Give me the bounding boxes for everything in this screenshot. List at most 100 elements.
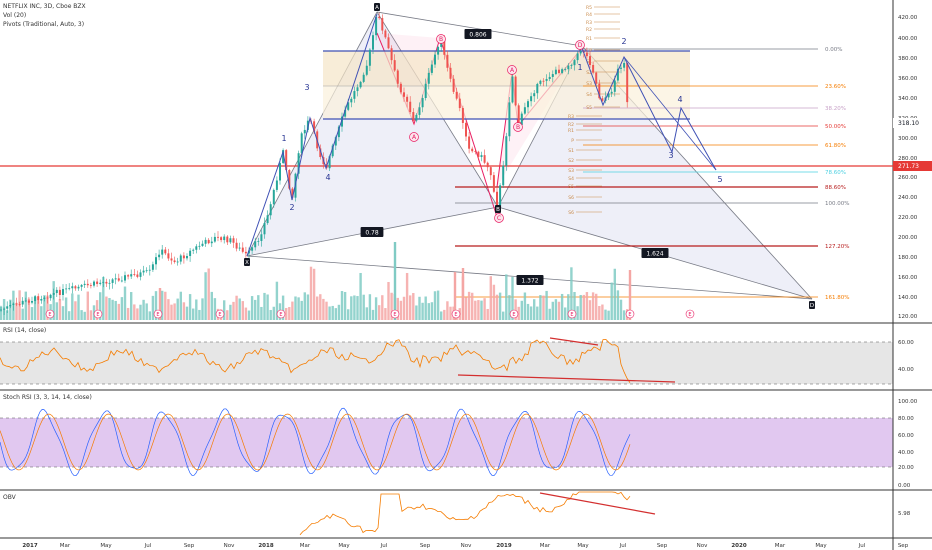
time-tick-3: Jul: [144, 543, 152, 549]
candle-body: [585, 52, 588, 57]
candle-body: [492, 175, 495, 192]
volume-bar: [359, 272, 362, 320]
volume-bar: [192, 308, 195, 320]
ratio-chip-1: 0.78: [365, 230, 379, 237]
pattern-point-10: B: [516, 124, 520, 131]
volume-bar: [102, 276, 105, 320]
candle-body: [285, 150, 288, 170]
candle-body: [179, 255, 182, 262]
harmonic-xab-fill: [247, 12, 498, 256]
pivot-label-7: S2: [586, 70, 592, 76]
candle-body: [6, 306, 9, 309]
volume-bar: [356, 296, 359, 320]
volume-bar: [424, 296, 427, 320]
candle-body: [505, 136, 508, 166]
candle-body: [210, 241, 213, 244]
candle-body: [195, 246, 198, 250]
fib-zone-upper: [323, 51, 690, 86]
volume-bar: [588, 300, 592, 320]
price-tick-8: 260.00: [898, 175, 918, 181]
candle-body: [592, 65, 595, 73]
fib-retracement[interactable]: 0.00% 23.60% 38.20% 50.00% 61.80% 78.60% 88.60…: [0, 47, 893, 301]
volume-bar: [77, 294, 80, 320]
volume-bar: [33, 297, 37, 320]
pattern-point-bg-2: [495, 205, 501, 213]
volume-bar: [247, 310, 251, 320]
candle-body: [613, 80, 616, 92]
wave-lines[interactable]: [246, 13, 717, 257]
candle-body: [269, 204, 272, 216]
volume-bar: [402, 296, 406, 320]
volume-bar: [281, 295, 285, 320]
pivot-label-2: R3: [586, 20, 592, 26]
volume-bar: [254, 299, 257, 320]
candle-body: [616, 68, 619, 81]
stoch-tick-0: 100.00: [898, 399, 918, 405]
wave-label-3: 4: [325, 173, 330, 182]
candle-body: [567, 65, 570, 70]
candle-body: [124, 275, 126, 281]
earnings-marker-8: E: [570, 312, 573, 318]
volume-bar: [306, 294, 310, 320]
candle-body: [266, 215, 269, 224]
candle-body: [344, 109, 347, 117]
price-tick-10: 220.00: [898, 215, 918, 221]
candle-body: [573, 60, 576, 66]
volume-bar: [591, 292, 595, 320]
volume-bar: [30, 307, 34, 320]
candle-body: [111, 279, 114, 283]
time-tick-2: May: [100, 543, 112, 549]
volume-bar: [505, 274, 508, 320]
earnings-marker-3: E: [218, 312, 221, 318]
candle-body: [105, 281, 108, 284]
volume-bar: [68, 311, 71, 320]
time-tick-21: Jul: [858, 543, 866, 549]
volume-bar: [533, 299, 536, 320]
time-tick-10: Sep: [420, 543, 431, 549]
candle-body: [502, 165, 505, 186]
volume-bar: [83, 311, 86, 320]
volume-bar: [616, 290, 620, 320]
volume-bar: [294, 296, 297, 320]
candle-body: [223, 236, 226, 241]
candle-body: [331, 145, 334, 157]
volume-bar: [139, 304, 142, 320]
candle-body: [514, 76, 517, 106]
volume-bar: [89, 310, 93, 320]
candle-body: [192, 249, 195, 251]
volume-bar: [582, 294, 585, 320]
pattern-point-circle-5: [409, 132, 419, 142]
volume-bar: [226, 310, 229, 320]
candle-body: [589, 56, 591, 66]
volume-bar: [421, 302, 424, 320]
volume-bar: [312, 268, 316, 320]
pattern-point-circle-7: [494, 213, 504, 223]
candle-body: [446, 54, 449, 68]
fib-level-label-7: 100.00%: [825, 201, 849, 207]
ratio-chip-0: 0.806: [469, 32, 486, 39]
candle-body: [595, 72, 598, 84]
pattern-point-bg-0: [244, 258, 250, 266]
stoch-tick-1: 80.00: [898, 416, 914, 422]
volume-bars: [0, 242, 632, 320]
candle-body: [71, 286, 74, 289]
candle-body: [579, 51, 582, 54]
candle-body: [483, 155, 486, 163]
price-tick-7: 280.00: [898, 156, 918, 162]
candle-body: [291, 188, 294, 198]
volume-bar: [58, 299, 62, 320]
candle-body: [136, 274, 139, 277]
wave-label-6: 3: [668, 151, 673, 160]
volume-bar: [433, 291, 437, 320]
pivot-label-1: R4: [586, 12, 592, 18]
time-tick-4: Sep: [184, 543, 195, 549]
volume-bar: [52, 281, 55, 320]
candle-body: [55, 289, 58, 294]
volume-bar: [167, 299, 170, 320]
wave-label-7: 4: [677, 95, 682, 104]
volume-bar: [328, 306, 331, 320]
wave-label-4: 1: [577, 63, 582, 72]
candle-body: [207, 239, 210, 244]
volume-bar: [64, 297, 68, 320]
